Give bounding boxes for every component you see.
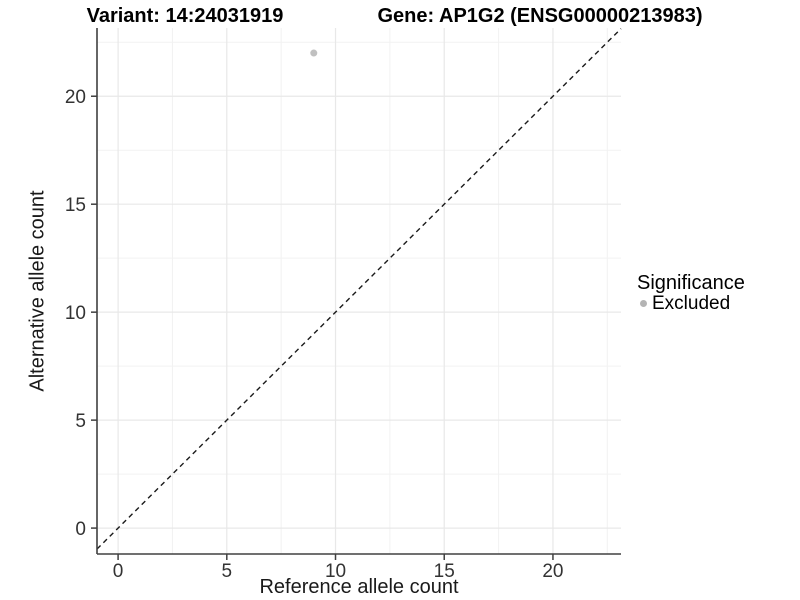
y-axis-title: Alternative allele count <box>26 190 49 392</box>
y-tick-label: 10 <box>65 303 86 324</box>
legend: Significance Excluded <box>637 272 745 314</box>
legend-item-excluded: Excluded <box>637 293 745 314</box>
x-tick-label: 20 <box>542 561 563 582</box>
legend-title: Significance <box>637 272 745 294</box>
y-tick-label: 0 <box>75 519 86 540</box>
y-tick-label: 20 <box>65 87 86 108</box>
identity-dashed-line <box>96 28 622 550</box>
x-tick-label: 0 <box>113 561 124 582</box>
x-tick-label: 15 <box>434 561 455 582</box>
x-axis-title: Reference allele count <box>259 576 459 598</box>
y-tick-label: 5 <box>75 411 86 432</box>
x-tick-label: 5 <box>222 561 233 582</box>
plot-title-gene: Gene: AP1G2 (ENSG00000213983) <box>377 5 703 27</box>
legend-point-icon <box>640 300 647 307</box>
data-point-excluded <box>310 49 318 57</box>
legend-item-label: Excluded <box>652 293 731 314</box>
y-tick-label: 15 <box>65 195 86 216</box>
plot-title-variant: Variant: 14:24031919 <box>86 5 284 27</box>
x-tick-label: 10 <box>325 561 346 582</box>
